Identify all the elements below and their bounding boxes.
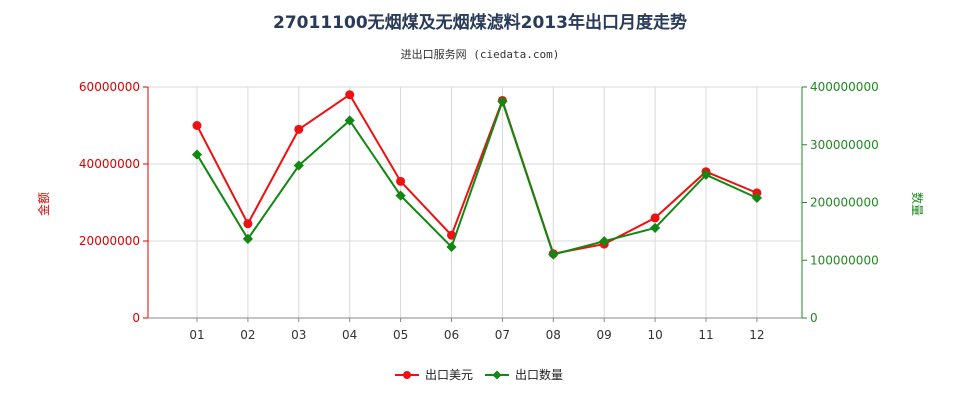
right-tick-label: 300000000 [810,138,879,152]
legend: 出口美元 出口数量 [395,367,563,382]
point-usd [650,213,660,223]
legend-label: 出口数量 [515,367,563,382]
axes [147,87,803,319]
x-tick-label: 08 [546,328,561,342]
x-tick-label: 01 [189,328,204,342]
chart-title: 27011100无烟煤及无烟煤滤料2013年出口月度走势 [273,13,687,33]
right-tick-label: 100000000 [810,253,879,267]
point-usd [294,124,304,134]
x-tick-label: 09 [597,328,612,342]
x-tick-label: 07 [495,328,510,342]
legend-label: 出口美元 [425,368,473,382]
left-tick-label: 20000000 [79,234,140,248]
point-usd [447,230,456,240]
series-group [191,90,762,260]
right-tick-label: 200000000 [810,196,879,210]
right-tick-label: 400000000 [810,80,879,94]
series-line-1 [196,93,758,255]
x-tick-label: 04 [342,328,357,342]
point-usd [345,90,355,100]
right-tick-labels: 0 100000000 200000000 300000000 400000000 [802,80,879,325]
legend-marker [403,371,411,379]
point-usd [192,121,202,130]
point-usd [396,176,406,186]
legend-marker [492,370,502,380]
x-tick-label: 11 [698,328,713,342]
point-qty [548,249,559,260]
point-qty [191,149,203,160]
left-tick-label: 40000000 [79,157,140,171]
right-axis-label: 数量 [910,192,925,216]
x-tick-label: 05 [393,328,408,342]
left-tick-label: 60000000 [79,80,140,94]
x-tick-labels: 01 02 03 04 05 06 07 08 09 10 11 12 [189,318,765,342]
x-tick-label: 10 [647,328,662,342]
x-tick-label: 03 [291,328,306,342]
x-tick-label: 06 [444,328,459,342]
left-axis-label: 金额 [36,192,51,216]
right-tick-label: 0 [810,311,818,325]
series-line-2 [196,98,758,256]
left-tick-labels: 0 20000000 40000000 60000000 [79,80,148,325]
x-tick-label: 12 [749,328,764,342]
x-tick-label: 02 [240,328,255,342]
grid-lines [148,86,802,319]
chart-subtitle: 进出口服务网 (ciedata.com) [400,48,560,61]
left-tick-label: 0 [132,311,140,325]
point-usd [243,219,253,229]
point-qty [293,160,304,171]
